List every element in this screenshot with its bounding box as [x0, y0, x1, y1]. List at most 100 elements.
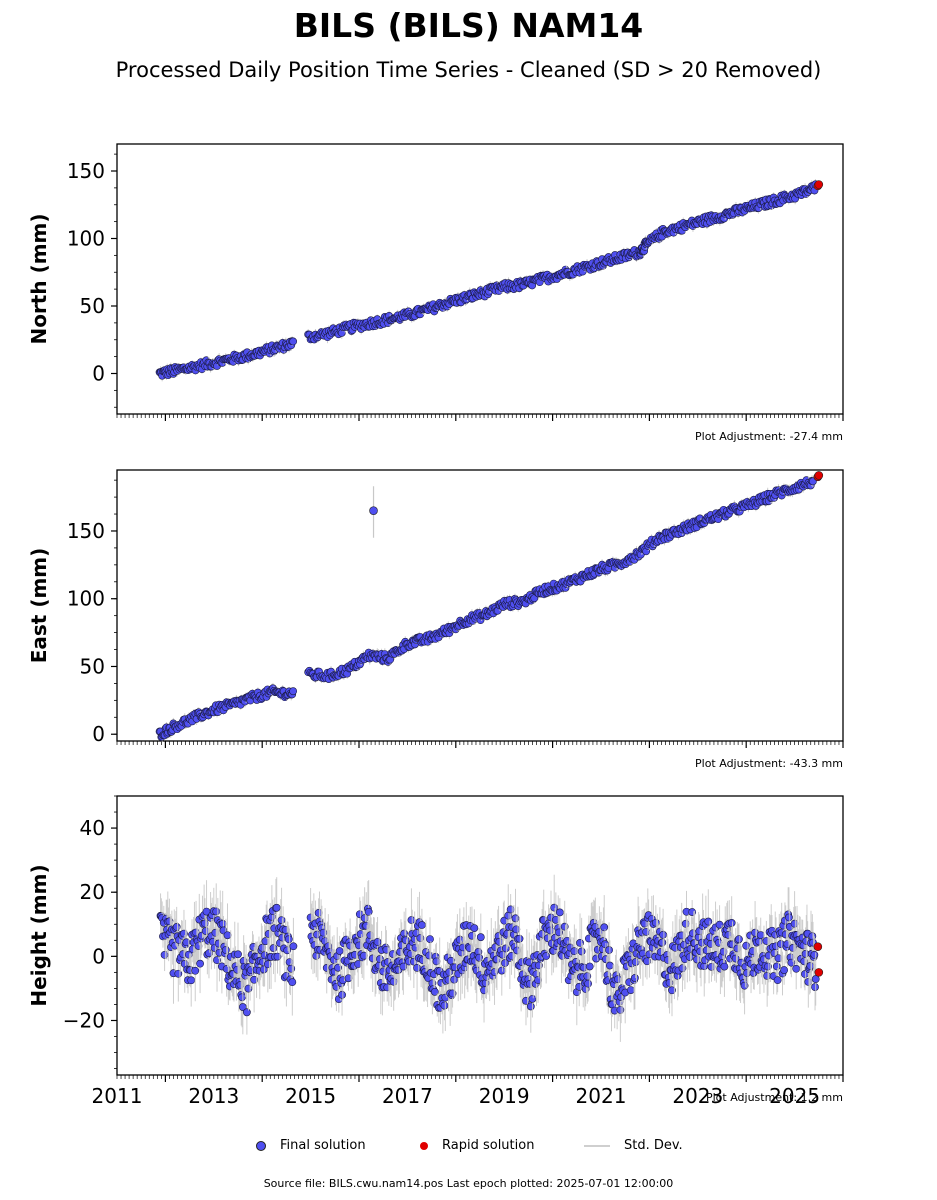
final-solution-point [806, 962, 815, 970]
final-solution-point [528, 994, 537, 1003]
final-solution-point [172, 923, 181, 931]
legend-std: Std. Dev. [584, 1138, 683, 1153]
y-tick-label: 0 [92, 362, 105, 386]
legend-rapid: Rapid solution [420, 1138, 534, 1153]
final-solution-point [389, 977, 398, 986]
plot-adjustment-note: Plot Adjustment: -27.4 mm [695, 430, 843, 443]
x-tick-label: 2017 [382, 1084, 433, 1108]
final-solution-point [585, 962, 594, 971]
final-solution-point [242, 1008, 251, 1017]
final-solution-point [577, 947, 586, 956]
y-tick-label: 0 [92, 722, 105, 746]
chart-title: BILS (BILS) NAM14 [293, 6, 644, 45]
final-solution-marker-icon [256, 1140, 266, 1151]
final-solution-point [426, 935, 434, 944]
final-solution-point [221, 946, 230, 954]
final-solution-point [506, 905, 515, 914]
x-tick-label: 2019 [479, 1084, 530, 1108]
final-solution-point [470, 924, 479, 932]
final-solution-point [196, 959, 204, 968]
final-solution-point [288, 978, 297, 987]
chart-subtitle: Processed Daily Position Time Series - C… [115, 58, 822, 82]
y-axis-label: Height (mm) [27, 864, 51, 1006]
final-solution-point [212, 907, 221, 916]
x-tick-label: 2013 [188, 1084, 239, 1108]
rapid-solution-marker-icon [420, 1141, 428, 1150]
y-axis-label: East (mm) [27, 548, 51, 664]
final-solution-point [811, 975, 820, 983]
legend-std-label: Std. Dev. [624, 1138, 683, 1153]
final-solution-point [418, 921, 426, 929]
rapid-solution-point [814, 180, 824, 189]
final-solution-point [495, 937, 504, 946]
final-solution-point [546, 926, 555, 935]
final-solution-point [430, 987, 439, 996]
final-solution-point [360, 914, 369, 923]
x-tick-label: 2015 [285, 1084, 336, 1108]
x-tick-label: 2021 [576, 1084, 627, 1108]
final-solution-point [526, 1002, 535, 1011]
final-solution-point [792, 964, 801, 973]
final-solution-point [289, 337, 298, 346]
x-tick-label: 2023 [672, 1084, 723, 1108]
final-solution-point [668, 986, 676, 995]
final-solution-point [808, 932, 817, 941]
final-solution-point [542, 952, 551, 960]
final-solution-point [476, 933, 485, 942]
final-solution-point [475, 953, 484, 962]
final-solution-point [263, 960, 272, 969]
final-solution-point [187, 976, 196, 985]
y-tick-label: 100 [67, 587, 105, 611]
final-solution-point [755, 937, 764, 946]
final-solution-point [501, 959, 509, 967]
x-tick-label: 2025 [769, 1084, 820, 1108]
final-solution-point [742, 941, 751, 950]
final-solution-point [764, 962, 772, 971]
legend-final: Final solution [256, 1138, 366, 1153]
final-solution-point [583, 972, 592, 981]
y-tick-label: 20 [80, 880, 105, 904]
source-footer: Source file: BILS.cwu.nam14.pos Last epo… [263, 1177, 674, 1190]
final-solution-point [289, 687, 298, 696]
std-dev-line-icon [584, 1144, 610, 1147]
final-solution-point [289, 942, 298, 951]
final-solution-point [273, 952, 282, 961]
final-solution-point [440, 1001, 449, 1010]
final-solution-point [785, 913, 793, 922]
y-tick-label: 50 [80, 294, 105, 318]
final-solution-point [570, 947, 579, 956]
final-solution-point [401, 936, 410, 945]
final-solution-point [425, 951, 434, 960]
final-solution-point [600, 923, 609, 932]
final-solution-point [497, 966, 506, 975]
final-solution-point [715, 920, 724, 929]
final-solution-point [335, 947, 344, 955]
plot-adjustment-note: Plot Adjustment: -43.3 mm [695, 757, 843, 770]
legend-final-label: Final solution [280, 1138, 366, 1153]
final-solution-point [693, 955, 701, 964]
final-solution-point [269, 944, 278, 952]
final-solution-point [364, 907, 373, 916]
final-solution-point [773, 976, 782, 985]
final-solution-point [555, 908, 564, 917]
final-solution-point [626, 986, 635, 994]
final-solution-point [605, 961, 614, 970]
y-tick-label: 100 [67, 227, 105, 251]
final-solution-point [740, 981, 749, 990]
final-solution-point [373, 938, 382, 946]
final-solution-point [616, 1005, 625, 1014]
final-solution-point [772, 962, 781, 971]
final-solution-point [369, 506, 378, 515]
final-solution-point [432, 957, 441, 966]
y-axis-label: North (mm) [27, 213, 51, 344]
final-solution-point [407, 916, 416, 924]
final-solution-point [272, 903, 281, 912]
final-solution-point [338, 990, 346, 999]
rapid-solution-point [813, 942, 823, 952]
final-solution-point [512, 925, 521, 934]
rapid-solution-point [814, 471, 824, 480]
final-solution-point [238, 993, 246, 1002]
final-solution-point [605, 946, 613, 954]
final-solution-point [756, 931, 765, 940]
